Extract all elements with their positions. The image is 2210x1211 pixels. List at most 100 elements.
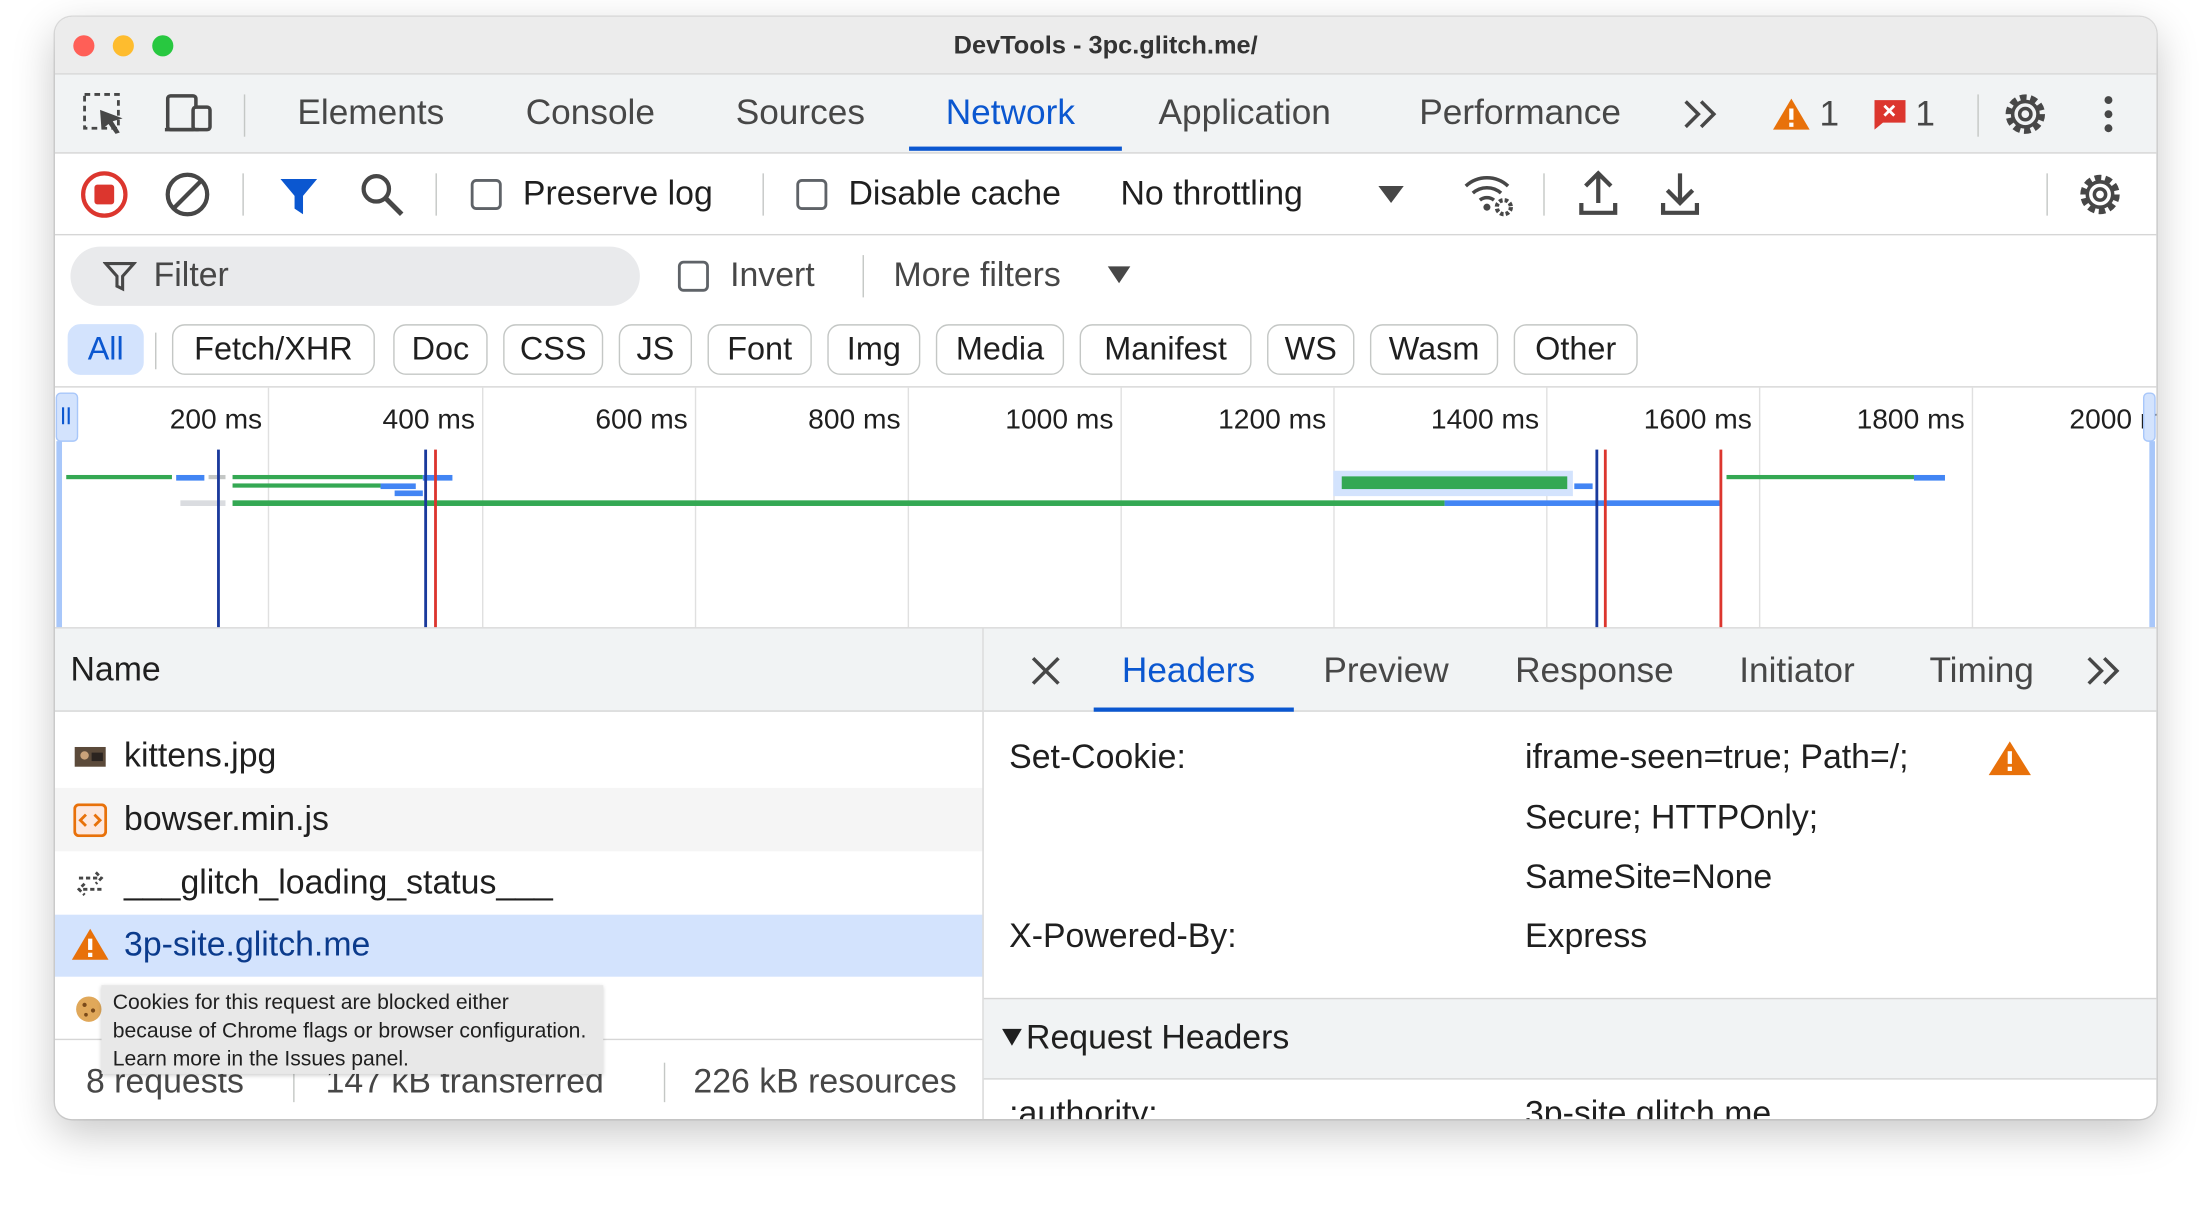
section-title[interactable]: Request Headers	[1026, 1018, 1290, 1058]
checkbox[interactable]	[796, 178, 828, 211]
separator	[242, 173, 244, 216]
tooltip: Cookies for this request are blocked eit…	[101, 985, 604, 1074]
handle-grip	[62, 407, 65, 425]
separator	[2046, 173, 2048, 216]
import-har[interactable]	[1577, 169, 1619, 217]
request-name-selected[interactable]: 3p-site.glitch.me	[124, 925, 371, 965]
window-title: DevTools - 3pc.glitch.me/	[953, 31, 1258, 60]
separator	[435, 173, 437, 216]
range-handle[interactable]	[55, 392, 79, 442]
settings-icon[interactable]	[2001, 90, 2049, 138]
more-filters[interactable]: More filters	[893, 256, 1061, 295]
invert-label[interactable]: Invert	[730, 256, 815, 295]
search-button[interactable]	[359, 172, 404, 217]
error-icon[interactable]	[1872, 97, 1909, 131]
title-bar	[54, 16, 2157, 75]
grid-line	[1971, 387, 1974, 628]
filter-icon	[102, 262, 137, 292]
type-filter[interactable]: Img	[827, 324, 921, 375]
zoom-button[interactable]	[152, 35, 174, 57]
tab[interactable]: Application	[1158, 93, 1331, 133]
disable-cache-label[interactable]: Disable cache	[848, 174, 1061, 213]
error-count[interactable]: 1	[1915, 94, 1935, 134]
tab[interactable]: Console	[525, 93, 655, 133]
expand-arrow[interactable]	[1001, 1027, 1024, 1047]
column-title[interactable]: Name	[70, 651, 161, 690]
details-tab[interactable]: Timing	[1929, 651, 2034, 691]
request-name[interactable]: ___glitch_loading_status___	[124, 863, 553, 903]
separator	[862, 255, 864, 298]
preserve-log-label[interactable]: Preserve log	[522, 174, 713, 213]
section-header[interactable]	[983, 997, 2157, 1080]
close-button[interactable]	[73, 35, 95, 57]
active-tab-underline	[1093, 707, 1294, 712]
tab[interactable]: Elements	[297, 93, 445, 133]
tab[interactable]: Performance	[1419, 93, 1621, 133]
close-details[interactable]	[1029, 654, 1063, 688]
timeline-tick: 1200 ms	[1218, 404, 1327, 436]
export-har[interactable]	[1659, 169, 1701, 217]
warning-count[interactable]: 1	[1819, 94, 1840, 134]
filter-placeholder: Filter	[153, 256, 229, 295]
type-filter[interactable]: CSS	[503, 324, 604, 375]
details-tab-active[interactable]: Headers	[1121, 651, 1256, 691]
details-tab-bar	[983, 628, 2157, 712]
filter-input[interactable]	[70, 246, 640, 306]
grid-line	[482, 387, 484, 628]
tab[interactable]: Sources	[735, 93, 865, 133]
type-filter[interactable]: WS	[1267, 324, 1355, 375]
network-conditions-icon[interactable]	[1462, 169, 1518, 220]
menu-icon[interactable]	[2094, 93, 2122, 135]
separator	[1977, 94, 1979, 137]
type-filter[interactable]: Other	[1513, 324, 1638, 375]
dropdown-arrow[interactable]	[1106, 265, 1131, 285]
warning-icon[interactable]	[1772, 96, 1811, 133]
network-settings[interactable]	[2076, 171, 2124, 219]
type-filter[interactable]: Doc	[393, 324, 488, 375]
range-handle[interactable]	[2142, 392, 2156, 442]
tab-active[interactable]: Network	[945, 93, 1075, 133]
clear-button[interactable]	[162, 169, 213, 220]
separator	[293, 1062, 295, 1103]
details-tab[interactable]: Response	[1515, 651, 1674, 691]
type-filter[interactable]: Manifest	[1079, 324, 1252, 375]
request-name[interactable]: kittens.jpg	[124, 737, 277, 776]
more-tabs[interactable]	[2085, 654, 2127, 691]
image-icon	[74, 746, 106, 767]
minimize-button[interactable]	[112, 35, 134, 57]
device-icon[interactable]	[162, 90, 216, 138]
timeline-overview[interactable]: 200 ms 400 ms 600 ms 800 ms 1000 ms 1200…	[54, 386, 2157, 629]
divider	[54, 233, 2157, 236]
record-button[interactable]	[79, 169, 130, 220]
request-name[interactable]: bowser.min.js	[124, 800, 329, 839]
timeline-tick: 800 ms	[808, 404, 901, 436]
dropdown-arrow[interactable]	[1377, 183, 1405, 206]
details-tab[interactable]: Preview	[1323, 651, 1449, 691]
name-column-header[interactable]	[54, 628, 983, 712]
throttling-select[interactable]: No throttling	[1120, 174, 1303, 213]
timeline-tick: 600 ms	[595, 404, 688, 436]
waterfall-overview	[55, 392, 2156, 628]
inspect-icon[interactable]	[80, 90, 131, 138]
checkbox[interactable]	[470, 178, 502, 211]
type-filter[interactable]: Fetch/XHR	[171, 324, 375, 375]
filter-toggle[interactable]	[278, 175, 320, 217]
cookie-icon	[76, 996, 102, 1022]
checkbox[interactable]	[677, 260, 709, 292]
type-filter[interactable]: Font	[707, 324, 812, 375]
handle-grip	[67, 407, 70, 425]
header-value: Express	[1524, 917, 1648, 956]
details-tab[interactable]: Initiator	[1739, 651, 1855, 691]
main-tab-bar	[54, 74, 2157, 154]
more-tabs[interactable]	[1681, 96, 1723, 133]
timeline-tick: 200 ms	[169, 404, 263, 436]
warning-icon	[1988, 741, 2031, 776]
type-filter-active[interactable]: All	[67, 324, 144, 375]
header-value: 3p-site.glitch.me	[1524, 1095, 1772, 1120]
type-filter[interactable]: JS	[618, 324, 693, 375]
status-clip: 226 kB resources	[693, 1061, 982, 1103]
pane-divider	[982, 628, 984, 1120]
type-filter[interactable]: Wasm	[1369, 324, 1499, 375]
type-filter[interactable]: Media	[935, 324, 1065, 375]
